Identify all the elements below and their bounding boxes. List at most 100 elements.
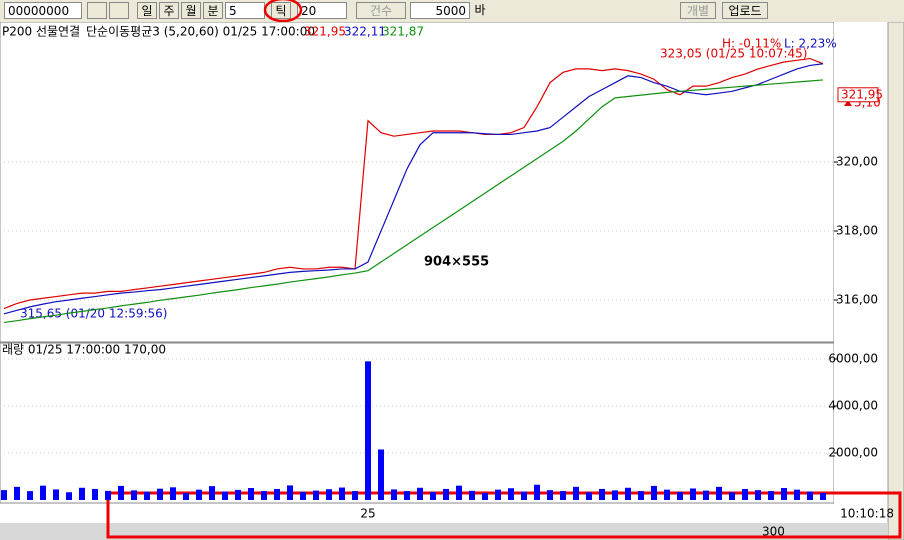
period-button[interactable]: 주 — [159, 2, 179, 19]
volume-bar — [248, 488, 254, 500]
volume-bar — [235, 489, 241, 500]
volume-bar — [53, 489, 59, 500]
search-button[interactable] — [87, 2, 107, 19]
volume-bar — [1, 490, 7, 500]
volume-bar — [170, 487, 176, 500]
volume-bar — [781, 488, 787, 500]
toolbar: 00000000 일 주 월 분 5 틱 20 건수 5000 바 개별 업로드 — [0, 0, 904, 23]
volume-bar — [794, 489, 800, 500]
volume-bar — [430, 492, 436, 500]
volume-bar — [40, 485, 46, 500]
volume-bar — [131, 490, 137, 500]
price-panel — [0, 22, 835, 343]
volume-bar — [261, 491, 267, 500]
readout: 322,11 — [344, 25, 386, 39]
volume-bar — [521, 491, 527, 500]
zoom-value: 300 — [762, 525, 785, 539]
y-tick-label: 320,00 — [836, 155, 878, 169]
axis-area — [834, 22, 888, 518]
reset-button[interactable] — [109, 2, 129, 19]
volume-bar — [365, 361, 371, 500]
volume-bar — [183, 492, 189, 500]
volume-bar — [547, 490, 553, 500]
volume-bar — [27, 491, 33, 500]
highlight-box — [106, 491, 902, 539]
volume-bar — [300, 492, 306, 500]
count-type[interactable]: 건수 — [356, 2, 406, 19]
highlight-circle — [263, 0, 303, 23]
volume-bar — [469, 490, 475, 500]
volume-bar — [404, 491, 410, 500]
volume-bar — [287, 485, 293, 500]
high-pct: H: -0,11% — [722, 37, 781, 51]
volume-bar — [638, 491, 644, 500]
chart-title: P200 선물연결 — [2, 25, 80, 39]
readout: 321,87 — [382, 25, 424, 39]
upload-button[interactable]: 업로드 — [722, 2, 768, 19]
period-button[interactable]: 일 — [137, 2, 157, 19]
volume-bar — [352, 491, 358, 500]
volume-bar — [755, 490, 761, 500]
high-label: 323,05 (01/25 10:07:45) — [660, 47, 807, 61]
volume-bar — [209, 486, 215, 500]
volume-bar — [196, 489, 202, 500]
volume-bar — [508, 488, 514, 500]
period-button[interactable]: 분 — [203, 2, 223, 19]
y-tick-label: 316,00 — [836, 292, 878, 306]
volume-bar — [105, 490, 111, 500]
y-tick-label: 6000,00 — [828, 351, 878, 365]
low-label: 315,65 (01/20 12:59:56) — [20, 307, 167, 321]
volume-bar — [742, 488, 748, 500]
volume-bar — [495, 489, 501, 500]
volume-bar — [807, 491, 813, 500]
volume-bar — [677, 491, 683, 500]
count-box[interactable]: 20 — [297, 2, 347, 19]
period-button[interactable]: 월 — [181, 2, 201, 19]
volume-bar — [729, 492, 735, 500]
y-tick-label: 318,00 — [836, 224, 878, 238]
volume-bar — [14, 486, 20, 500]
volume-bar — [482, 492, 488, 500]
volume-bar — [690, 488, 696, 500]
overlay-text: 904×555 — [424, 255, 489, 270]
individual-button[interactable]: 개별 — [680, 2, 716, 19]
volume-bar — [222, 491, 228, 500]
series-line — [3, 79, 824, 324]
volume-bar — [92, 488, 98, 500]
volume-bar — [599, 488, 605, 500]
indicator-label: 단순이동평균3 (5,20,60) 01/25 17:00:00 — [86, 25, 315, 39]
y-tick-label: 4000,00 — [828, 398, 878, 412]
volume-bar — [560, 491, 566, 500]
bars-unit: 바 — [471, 2, 489, 19]
up-arrow — [844, 100, 852, 106]
volume-bar — [274, 488, 280, 500]
volume-bar — [716, 486, 722, 500]
volume-bar — [157, 488, 163, 500]
last-price-label: 321,95 — [841, 87, 883, 101]
volume-bar — [313, 490, 319, 500]
volume-bar — [768, 491, 774, 500]
volume-bar — [144, 491, 150, 500]
low-pct: L: 2,23% — [784, 37, 837, 51]
last-price-box — [837, 87, 879, 103]
volume-bar — [534, 484, 540, 500]
code-box[interactable]: 00000000 — [4, 2, 82, 19]
volume-title: 래량 01/25 17:00:00 170,00 — [2, 343, 166, 357]
volume-bar — [443, 488, 449, 500]
chart-area: P200 선물연결 단순이동평균3 (5,20,60) 01/25 17:00:… — [0, 22, 904, 540]
volume-bar — [79, 487, 85, 500]
x-tick-label: 25 — [360, 507, 375, 521]
bars-box[interactable]: 5000 — [410, 2, 470, 19]
volume-bar — [612, 490, 618, 500]
status-time: 10:10:18 — [840, 507, 894, 521]
interval-box[interactable]: 5 — [225, 2, 265, 19]
tick-button[interactable]: 틱 — [271, 2, 291, 19]
volume-bar — [417, 487, 423, 500]
volume-bar — [391, 489, 397, 500]
volume-panel — [0, 342, 835, 504]
volume-bar — [703, 490, 709, 500]
volume-bar — [664, 489, 670, 500]
y-tick-label: 2000,00 — [828, 445, 878, 459]
volume-bar — [820, 492, 826, 500]
